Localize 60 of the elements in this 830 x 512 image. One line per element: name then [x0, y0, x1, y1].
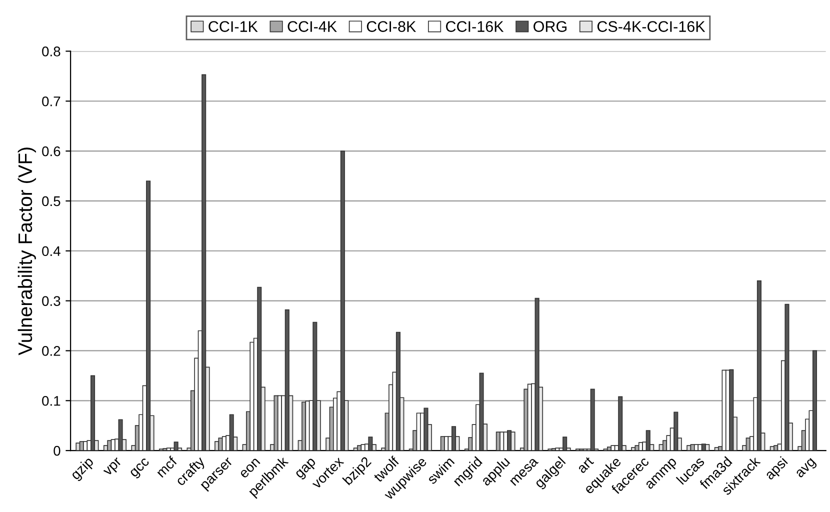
- bar: [146, 180, 151, 451]
- bar: [284, 309, 290, 451]
- bar: [784, 304, 790, 451]
- bar: [534, 298, 540, 451]
- legend-label: CCI-16K: [446, 21, 504, 32]
- bar: [202, 74, 206, 451]
- bar: [562, 436, 568, 451]
- legend-label: CCI-1K: [208, 21, 258, 32]
- y-tick-label: 0.7: [42, 96, 60, 106]
- bar: [357, 445, 362, 451]
- bar: [257, 286, 262, 451]
- bar: [555, 448, 560, 451]
- x-tick-label: apsi: [764, 456, 790, 482]
- bar: [424, 408, 428, 451]
- bar: [610, 445, 616, 451]
- bar: [118, 419, 123, 451]
- bar: [646, 430, 650, 451]
- bar: [76, 442, 80, 451]
- bar: [631, 447, 636, 451]
- y-tick-label: 0.4: [42, 246, 60, 256]
- legend-label: CS-4K-CCI-16K: [597, 21, 706, 32]
- bar: [812, 350, 818, 451]
- bar: [229, 414, 234, 451]
- bar: [174, 442, 178, 451]
- y-tick-label: 0.5: [42, 196, 60, 206]
- bar: [368, 436, 373, 451]
- x-tick-label: gzip: [70, 456, 96, 482]
- bar: [729, 369, 734, 451]
- bar: [218, 438, 223, 451]
- y-tick-label: 0.1: [42, 396, 60, 406]
- bar: [674, 412, 678, 451]
- bar: [756, 280, 762, 451]
- y-tick-label: 0.3: [42, 296, 60, 306]
- y-tick-label: 0.8: [42, 46, 60, 56]
- bar: [312, 322, 318, 451]
- bar: [686, 445, 692, 451]
- bar: [510, 432, 516, 451]
- legend-label: CCI-4K: [288, 21, 337, 32]
- bar: [479, 372, 484, 451]
- bar: [590, 388, 595, 451]
- bar: [107, 440, 112, 451]
- bar: [83, 441, 88, 451]
- bar: [774, 445, 778, 451]
- bar: [698, 444, 702, 451]
- x-tick-label: gcc: [130, 458, 152, 480]
- bar: [705, 444, 710, 451]
- x-tick-label: gap: [295, 458, 318, 481]
- legend-label: ORG: [534, 21, 566, 32]
- y-tick-label: 0: [54, 446, 60, 456]
- x-tick-label: mcf: [155, 455, 178, 478]
- bar: [90, 375, 96, 451]
- legend-label: CCI-8K: [366, 21, 416, 32]
- bar: [340, 150, 345, 451]
- bar: [618, 396, 623, 451]
- x-tick-label: vpr: [103, 457, 124, 478]
- x-tick-label: avg: [796, 458, 818, 480]
- y-tick-label: 0.2: [42, 346, 60, 356]
- bar: [444, 436, 449, 451]
- y-tick-label: 0.6: [42, 146, 60, 156]
- y-axis-title: Vulnerability Factor (VF): [18, 148, 36, 356]
